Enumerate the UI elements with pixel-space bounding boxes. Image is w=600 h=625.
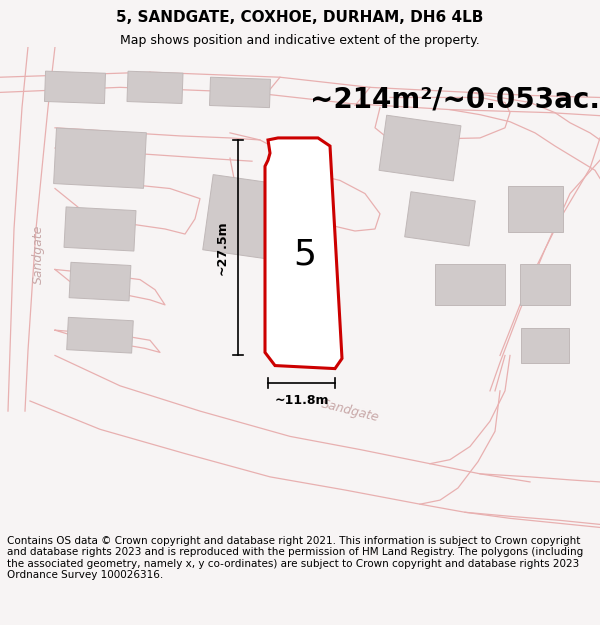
Polygon shape [127,71,183,104]
Polygon shape [67,318,133,353]
Polygon shape [209,78,271,108]
Text: Sandgate: Sandgate [32,224,44,284]
Polygon shape [508,186,563,231]
Text: 5: 5 [293,238,317,271]
Text: Sandgate: Sandgate [320,398,380,424]
Text: ~11.8m: ~11.8m [274,394,329,408]
Text: ~214m²/~0.053ac.: ~214m²/~0.053ac. [310,86,600,114]
Polygon shape [521,328,569,363]
Polygon shape [404,192,475,246]
Text: Contains OS data © Crown copyright and database right 2021. This information is : Contains OS data © Crown copyright and d… [7,536,583,581]
Text: Map shows position and indicative extent of the property.: Map shows position and indicative extent… [120,34,480,47]
Polygon shape [379,115,461,181]
Polygon shape [203,174,307,263]
Polygon shape [435,264,505,305]
Text: ~27.5m: ~27.5m [215,221,229,275]
Polygon shape [265,138,342,369]
Polygon shape [520,264,570,305]
Polygon shape [64,207,136,251]
Polygon shape [69,262,131,301]
Polygon shape [53,128,146,188]
Text: 5, SANDGATE, COXHOE, DURHAM, DH6 4LB: 5, SANDGATE, COXHOE, DURHAM, DH6 4LB [116,10,484,25]
Polygon shape [44,71,106,104]
